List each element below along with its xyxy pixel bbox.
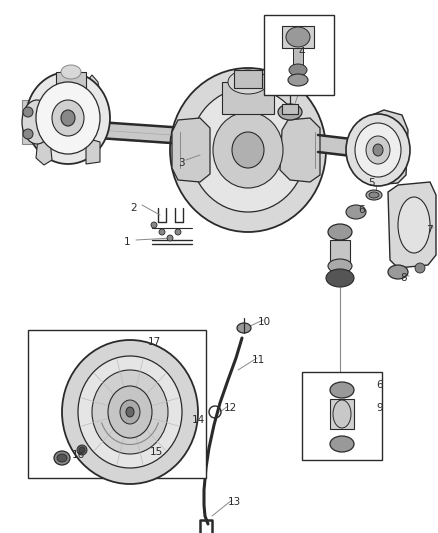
Ellipse shape — [22, 100, 52, 144]
Polygon shape — [280, 118, 320, 182]
Polygon shape — [48, 75, 100, 96]
Bar — [282, 104, 298, 114]
Ellipse shape — [346, 114, 410, 186]
Bar — [56, 72, 86, 90]
Bar — [222, 82, 274, 114]
Bar — [234, 70, 262, 88]
Ellipse shape — [175, 229, 181, 235]
Ellipse shape — [61, 65, 81, 79]
Ellipse shape — [355, 123, 401, 177]
Ellipse shape — [170, 68, 326, 232]
Text: 16: 16 — [72, 450, 85, 460]
Text: 10: 10 — [258, 317, 271, 327]
Bar — [282, 26, 314, 48]
Ellipse shape — [151, 222, 157, 228]
Ellipse shape — [62, 340, 198, 484]
Ellipse shape — [54, 451, 70, 465]
Text: 11: 11 — [252, 355, 265, 365]
Ellipse shape — [228, 70, 268, 94]
Text: 15: 15 — [150, 447, 163, 457]
Ellipse shape — [328, 224, 352, 240]
Ellipse shape — [61, 110, 75, 126]
Ellipse shape — [288, 74, 308, 86]
Polygon shape — [388, 182, 436, 268]
Ellipse shape — [23, 129, 33, 139]
Ellipse shape — [36, 82, 100, 154]
Ellipse shape — [79, 447, 85, 453]
Ellipse shape — [23, 107, 33, 117]
Text: 8: 8 — [400, 273, 406, 283]
Text: 1: 1 — [124, 237, 131, 247]
Ellipse shape — [366, 136, 390, 164]
Ellipse shape — [26, 72, 110, 164]
Text: 6: 6 — [358, 205, 364, 215]
Ellipse shape — [330, 382, 354, 398]
Text: 17: 17 — [148, 337, 161, 347]
Text: 2: 2 — [130, 203, 137, 213]
Ellipse shape — [415, 263, 425, 273]
Ellipse shape — [167, 235, 173, 241]
Bar — [293, 48, 303, 70]
Ellipse shape — [120, 400, 140, 424]
Ellipse shape — [333, 400, 351, 428]
Polygon shape — [36, 138, 52, 165]
Ellipse shape — [77, 445, 87, 455]
Bar — [302, 372, 382, 460]
Ellipse shape — [346, 205, 366, 219]
Ellipse shape — [126, 407, 134, 417]
Text: 9: 9 — [376, 403, 383, 413]
Ellipse shape — [286, 27, 310, 47]
Ellipse shape — [57, 454, 67, 462]
Bar — [264, 15, 334, 95]
Ellipse shape — [190, 88, 306, 212]
Ellipse shape — [52, 100, 84, 136]
Ellipse shape — [326, 269, 354, 287]
Ellipse shape — [78, 356, 182, 468]
Text: 6: 6 — [376, 380, 383, 390]
Bar — [22, 100, 52, 144]
Ellipse shape — [213, 112, 283, 188]
Text: 14: 14 — [192, 415, 205, 425]
Text: 13: 13 — [228, 497, 241, 507]
Ellipse shape — [366, 190, 382, 200]
Text: 12: 12 — [224, 403, 237, 413]
Ellipse shape — [237, 323, 251, 333]
Ellipse shape — [278, 104, 302, 120]
Bar — [330, 399, 354, 429]
Bar — [28, 330, 206, 478]
Ellipse shape — [159, 229, 165, 235]
Text: 7: 7 — [426, 225, 433, 235]
Ellipse shape — [369, 192, 379, 198]
Polygon shape — [86, 138, 100, 164]
Polygon shape — [172, 118, 210, 182]
Ellipse shape — [328, 259, 352, 273]
Ellipse shape — [232, 132, 264, 168]
Ellipse shape — [373, 144, 383, 156]
Ellipse shape — [388, 265, 408, 279]
Bar — [330, 240, 350, 266]
Text: 3: 3 — [178, 158, 185, 168]
Ellipse shape — [398, 197, 430, 253]
Text: 5: 5 — [368, 178, 374, 188]
Polygon shape — [360, 110, 408, 185]
Ellipse shape — [289, 64, 307, 76]
Ellipse shape — [108, 386, 152, 438]
Text: 4: 4 — [298, 47, 304, 57]
Ellipse shape — [330, 436, 354, 452]
Ellipse shape — [92, 370, 168, 454]
